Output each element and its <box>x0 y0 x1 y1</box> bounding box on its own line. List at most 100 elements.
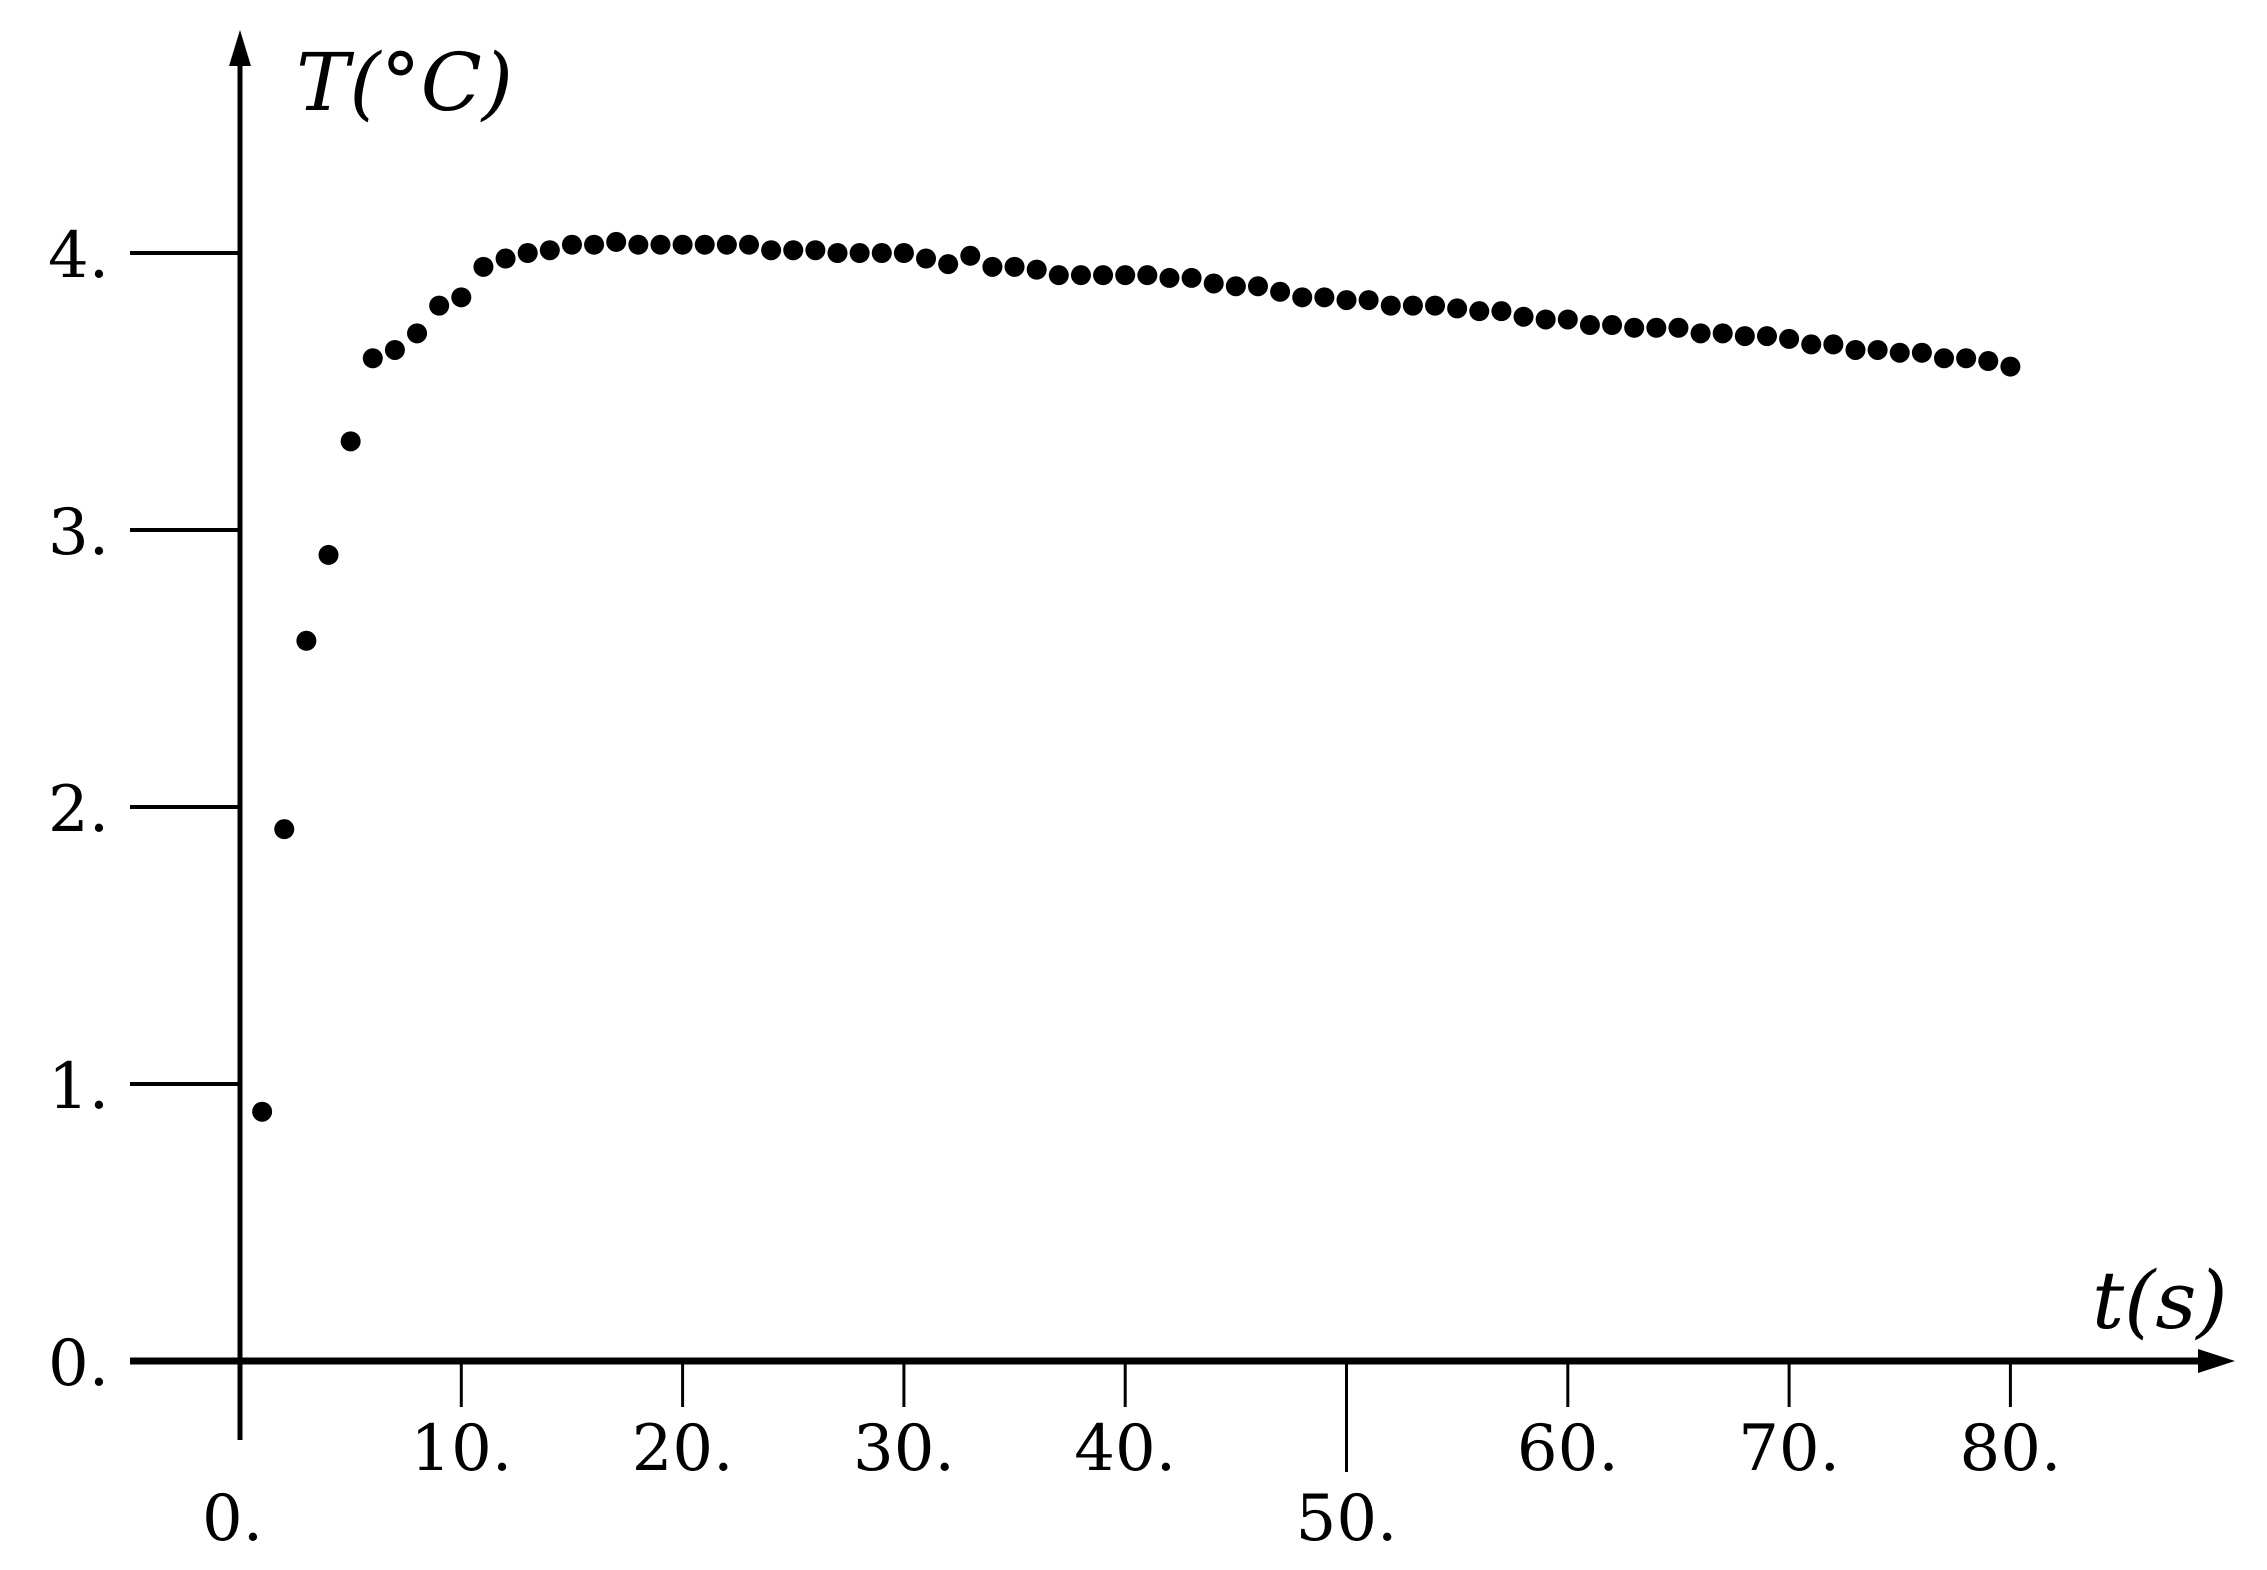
data-point <box>1845 339 1866 360</box>
data-point <box>1867 339 1888 360</box>
data-point <box>1026 259 1047 280</box>
x-tick-label: 60. <box>1517 1412 1619 1486</box>
data-point <box>1557 309 1578 330</box>
data-point <box>1491 301 1512 322</box>
data-point <box>960 245 981 266</box>
y-axis-title: T(°C) <box>296 36 513 129</box>
data-point <box>1513 306 1534 327</box>
y-tick-label: 1. <box>48 1050 109 1124</box>
x-tick-label: 20. <box>632 1412 734 1486</box>
data-point <box>1779 328 1800 349</box>
data-point <box>1402 295 1423 316</box>
y-axis-arrow-icon <box>229 30 251 66</box>
data-point <box>1535 309 1556 330</box>
data-point <box>1380 295 1401 316</box>
data-point <box>1624 317 1645 338</box>
x-tick-label: 80. <box>1960 1412 2062 1486</box>
y-tick-label: 0. <box>48 1327 109 1401</box>
data-point <box>761 240 782 261</box>
data-point <box>1690 323 1711 344</box>
data-point <box>1203 273 1224 294</box>
data-point <box>1734 326 1755 347</box>
y-tick-label: 4. <box>48 219 109 293</box>
data-point <box>1911 342 1932 363</box>
data-point <box>473 256 494 277</box>
data-point <box>407 323 428 344</box>
data-point <box>1137 265 1158 286</box>
data-point <box>1314 287 1335 308</box>
data-point <box>827 243 848 263</box>
data-point <box>384 339 405 360</box>
data-point <box>1801 334 1822 355</box>
data-point <box>1270 281 1291 302</box>
x-tick-label: 30. <box>853 1412 955 1486</box>
x-tick-label: 50. <box>1296 1482 1398 1556</box>
data-point <box>1579 315 1600 336</box>
data-point <box>539 240 560 261</box>
data-point <box>672 234 693 255</box>
data-point <box>805 240 826 261</box>
data-point <box>1712 323 1733 344</box>
x-tick-label: 40. <box>1074 1412 1176 1486</box>
data-point <box>606 231 627 252</box>
data-point <box>1336 290 1357 311</box>
data-point <box>1181 267 1202 288</box>
data-point <box>982 256 1003 277</box>
data-point <box>252 1101 273 1122</box>
data-point <box>1956 348 1977 369</box>
data-point <box>1668 317 1689 338</box>
y-tick-label: 2. <box>48 773 109 847</box>
data-point <box>561 234 582 255</box>
x-tick-label: 10. <box>410 1412 512 1486</box>
data-point <box>495 248 516 269</box>
data-point <box>783 240 804 261</box>
data-point <box>1115 265 1136 286</box>
data-point <box>1358 290 1379 311</box>
x-axis-arrow-icon <box>2198 1349 2235 1373</box>
data-point <box>1292 287 1313 308</box>
x-axis-ticks: 0. 10. 20. 30. 40. 50. 60. 70. 80. <box>202 1361 2061 1556</box>
data-point <box>1978 351 1999 372</box>
data-point <box>716 234 737 255</box>
data-point <box>517 243 538 263</box>
data-point <box>916 248 937 269</box>
data-point <box>1159 267 1180 288</box>
data-point <box>871 243 892 263</box>
data-point <box>1004 256 1025 277</box>
data-point <box>296 630 317 651</box>
data-point <box>1425 295 1446 316</box>
data-point <box>451 287 472 308</box>
data-point <box>1093 265 1114 286</box>
data-point <box>1646 317 1667 338</box>
data-point <box>1048 265 1069 286</box>
data-point <box>694 234 715 255</box>
y-axis-ticks: 0. 1. 2. 3. 4. <box>48 219 240 1401</box>
data-point <box>2000 356 2021 377</box>
data-point <box>274 819 295 840</box>
data-point <box>1823 334 1844 355</box>
data-point <box>1225 276 1246 297</box>
data-point <box>1934 348 1955 369</box>
data-point <box>1469 301 1490 322</box>
data-point <box>1247 276 1268 297</box>
data-point <box>650 234 671 255</box>
data-point <box>628 234 649 255</box>
data-point <box>429 295 450 316</box>
data-point <box>584 234 605 255</box>
x-axis-title: t(s) <box>2092 1254 2228 1347</box>
data-point <box>362 348 383 369</box>
data-point <box>1889 342 1910 363</box>
x-tick-label: 70. <box>1738 1412 1840 1486</box>
data-point <box>1447 298 1468 319</box>
data-point <box>738 234 759 255</box>
data-point <box>1070 265 1091 286</box>
x-tick-label: 0. <box>202 1482 263 1556</box>
data-points <box>252 231 2021 1122</box>
data-point <box>893 243 914 263</box>
data-point <box>1756 326 1777 347</box>
data-point <box>938 254 959 275</box>
data-point <box>849 243 870 263</box>
data-point <box>340 431 361 452</box>
y-tick-label: 3. <box>48 496 109 570</box>
